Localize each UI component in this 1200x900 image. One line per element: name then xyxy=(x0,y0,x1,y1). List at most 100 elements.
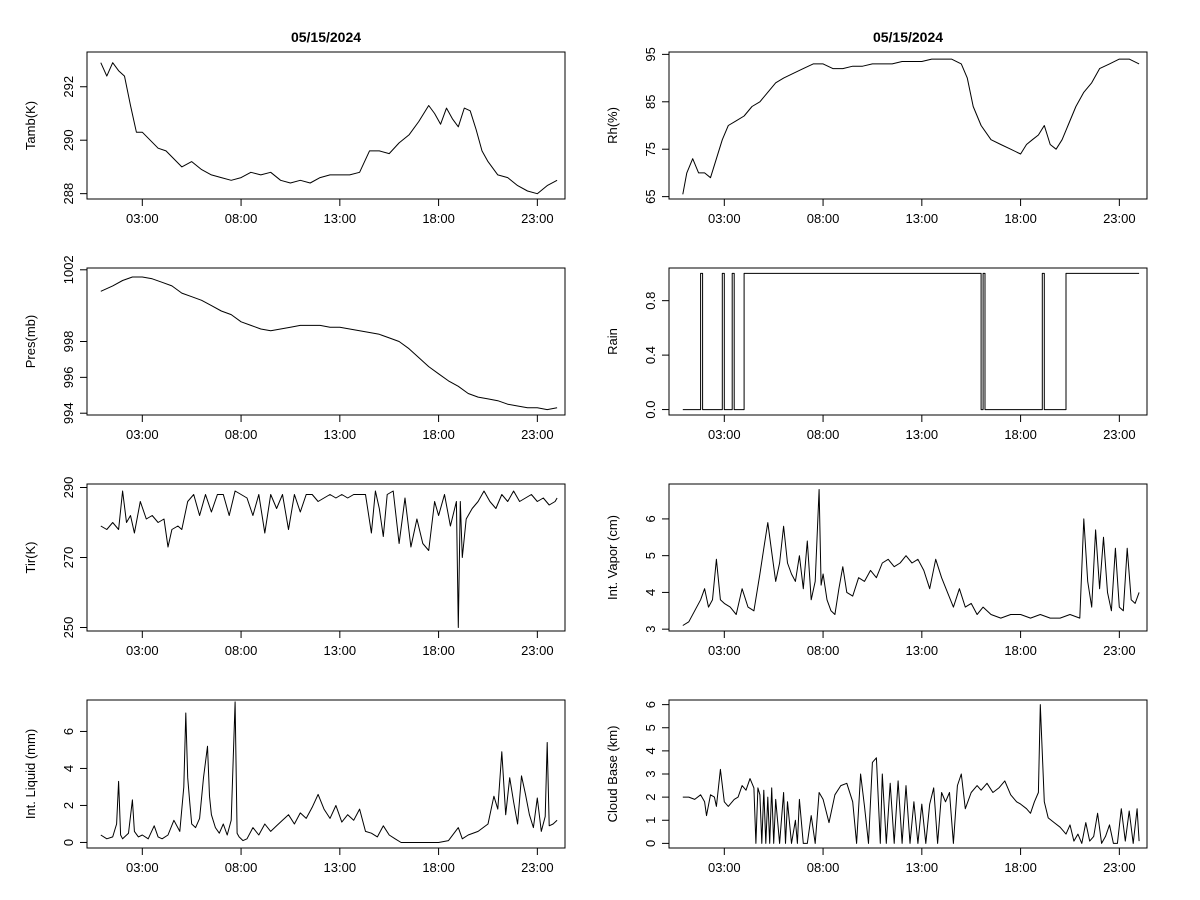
liquid-x-tick-label: 23:00 xyxy=(521,860,554,875)
tir-x-tick-label: 08:00 xyxy=(225,643,258,658)
pres-x-tick-label: 08:00 xyxy=(225,427,258,442)
rain-x-tick-label: 13:00 xyxy=(906,427,939,442)
tir-y-tick-label: 290 xyxy=(61,477,76,499)
rh-y-tick-label: 65 xyxy=(643,189,658,203)
rain-x-tick-label: 03:00 xyxy=(708,427,741,442)
liquid-x-tick-label: 13:00 xyxy=(324,860,357,875)
tir-x-tick-label: 13:00 xyxy=(324,643,357,658)
rh-plot-frame xyxy=(668,51,1148,200)
panel-tamb: 05/15/2024 03:00 08:00 13:00 18:00 23:00 288 29… xyxy=(23,29,566,226)
tamb-y-tick-label: 292 xyxy=(61,76,76,98)
liquid-series-line xyxy=(100,701,558,843)
panel-vapor: 03:00 08:00 13:00 18:00 23:00 3 4 5 6 Int. Vapor … xyxy=(605,483,1148,658)
cloudbase-x-tick-label: 03:00 xyxy=(708,860,741,875)
vapor-x-tick-label: 23:00 xyxy=(1103,643,1136,658)
rain-y-tick-label: 0.8 xyxy=(643,292,658,310)
pres-y-tick-label: 994 xyxy=(61,402,76,424)
rain-series-line xyxy=(682,272,1140,411)
cloudbase-y-tick-label: 6 xyxy=(643,701,658,708)
pres-plot-frame xyxy=(86,267,566,416)
rh-title: 05/15/2024 xyxy=(873,29,943,45)
cloudbase-y-tick-label: 0 xyxy=(643,840,658,847)
cloudbase-y-tick-label: 4 xyxy=(643,747,658,754)
tamb-y-tick-label: 288 xyxy=(61,183,76,205)
rh-x-tick-label: 08:00 xyxy=(807,211,840,226)
vapor-x-tick-label: 03:00 xyxy=(708,643,741,658)
rh-x-tick-label: 03:00 xyxy=(708,211,741,226)
rh-x-tick-label: 18:00 xyxy=(1004,211,1037,226)
panel-rh: 05/15/2024 03:00 08:00 13:00 18:00 23:00 65 75 8… xyxy=(605,29,1148,226)
vapor-y-tick-label: 3 xyxy=(643,626,658,633)
liquid-plot-frame xyxy=(86,699,566,849)
vapor-x-tick-label: 08:00 xyxy=(807,643,840,658)
vapor-x-tick-label: 13:00 xyxy=(906,643,939,658)
cloudbase-plot-frame xyxy=(668,699,1148,849)
panel-pres: 03:00 08:00 13:00 18:00 23:00 994 996 998 1002 Pr… xyxy=(23,255,566,442)
panel-tir: 03:00 08:00 13:00 18:00 23:00 250 270 290 Tir(K) xyxy=(23,477,566,658)
liquid-y-tick-label: 4 xyxy=(61,765,76,772)
cloudbase-x-tick-label: 13:00 xyxy=(906,860,939,875)
rain-plot-frame xyxy=(668,267,1148,416)
rain-x-tick-label: 08:00 xyxy=(807,427,840,442)
tir-x-tick-label: 03:00 xyxy=(126,643,159,658)
tamb-x-tick-label: 18:00 xyxy=(422,211,455,226)
tamb-series-line xyxy=(100,62,558,195)
vapor-x-tick-label: 18:00 xyxy=(1004,643,1037,658)
vapor-y-tick-label: 5 xyxy=(643,552,658,559)
tir-x-tick-label: 23:00 xyxy=(521,643,554,658)
vapor-series-line xyxy=(682,489,1140,626)
cloudbase-x-tick-label: 18:00 xyxy=(1004,860,1037,875)
tamb-x-tick-label: 23:00 xyxy=(521,211,554,226)
vapor-plot-frame xyxy=(668,483,1148,632)
rain-x-tick-label: 23:00 xyxy=(1103,427,1136,442)
tamb-title: 05/15/2024 xyxy=(291,29,361,45)
liquid-x-tick-label: 18:00 xyxy=(422,860,455,875)
vapor-y-tick-label: 4 xyxy=(643,589,658,596)
tir-y-tick-label: 270 xyxy=(61,547,76,569)
rh-y-axis-label: Rh(%) xyxy=(605,107,620,144)
cloudbase-y-tick-label: 3 xyxy=(643,770,658,777)
rh-series-line xyxy=(682,58,1140,195)
tir-y-tick-label: 250 xyxy=(61,617,76,639)
vapor-y-tick-label: 6 xyxy=(643,515,658,522)
tamb-x-tick-label: 03:00 xyxy=(126,211,159,226)
cloudbase-y-axis-label: Cloud Base (km) xyxy=(605,726,620,823)
cloudbase-y-tick-label: 5 xyxy=(643,724,658,731)
cloudbase-y-tick-label: 2 xyxy=(643,794,658,801)
liquid-y-axis-label: Int. Liquid (mm) xyxy=(23,729,38,819)
pres-x-tick-label: 23:00 xyxy=(521,427,554,442)
panel-liquid: 03:00 08:00 13:00 18:00 23:00 0 2 4 6 Int. Liquid… xyxy=(23,699,566,875)
cloudbase-x-tick-label: 08:00 xyxy=(807,860,840,875)
cloudbase-y-tick-label: 1 xyxy=(643,817,658,824)
panel-rain: 03:00 08:00 13:00 18:00 23:00 0.0 0.4 0.8 Rain xyxy=(605,267,1148,442)
liquid-x-tick-label: 08:00 xyxy=(225,860,258,875)
liquid-y-tick-label: 0 xyxy=(61,839,76,846)
pres-x-tick-label: 18:00 xyxy=(422,427,455,442)
rain-y-tick-label: 0.0 xyxy=(643,401,658,419)
rain-y-axis-label: Rain xyxy=(605,328,620,355)
rh-y-tick-label: 85 xyxy=(643,95,658,109)
vapor-y-axis-label: Int. Vapor (cm) xyxy=(605,515,620,600)
tamb-plot-frame xyxy=(86,51,566,200)
rain-y-tick-label: 0.4 xyxy=(643,346,658,364)
cloudbase-x-tick-label: 23:00 xyxy=(1103,860,1136,875)
liquid-x-tick-label: 03:00 xyxy=(126,860,159,875)
rh-y-tick-label: 95 xyxy=(643,47,658,61)
tamb-x-tick-label: 13:00 xyxy=(324,211,357,226)
panel-cloudbase: 03:00 08:00 13:00 18:00 23:00 0 1 2 3 4 5 6 Cloud Ba… xyxy=(605,699,1148,875)
tamb-y-tick-label: 290 xyxy=(61,129,76,151)
pres-y-tick-label: 1002 xyxy=(61,255,76,284)
cloudbase-series-line xyxy=(682,704,1140,844)
liquid-y-tick-label: 2 xyxy=(61,802,76,809)
rh-x-tick-label: 13:00 xyxy=(906,211,939,226)
tamb-y-axis-label: Tamb(K) xyxy=(23,101,38,150)
tir-x-tick-label: 18:00 xyxy=(422,643,455,658)
pres-x-tick-label: 13:00 xyxy=(324,427,357,442)
pres-x-tick-label: 03:00 xyxy=(126,427,159,442)
rain-x-tick-label: 18:00 xyxy=(1004,427,1037,442)
rh-y-tick-label: 75 xyxy=(643,142,658,156)
tamb-x-tick-label: 08:00 xyxy=(225,211,258,226)
tir-y-axis-label: Tir(K) xyxy=(23,541,38,573)
liquid-y-tick-label: 6 xyxy=(61,728,76,735)
